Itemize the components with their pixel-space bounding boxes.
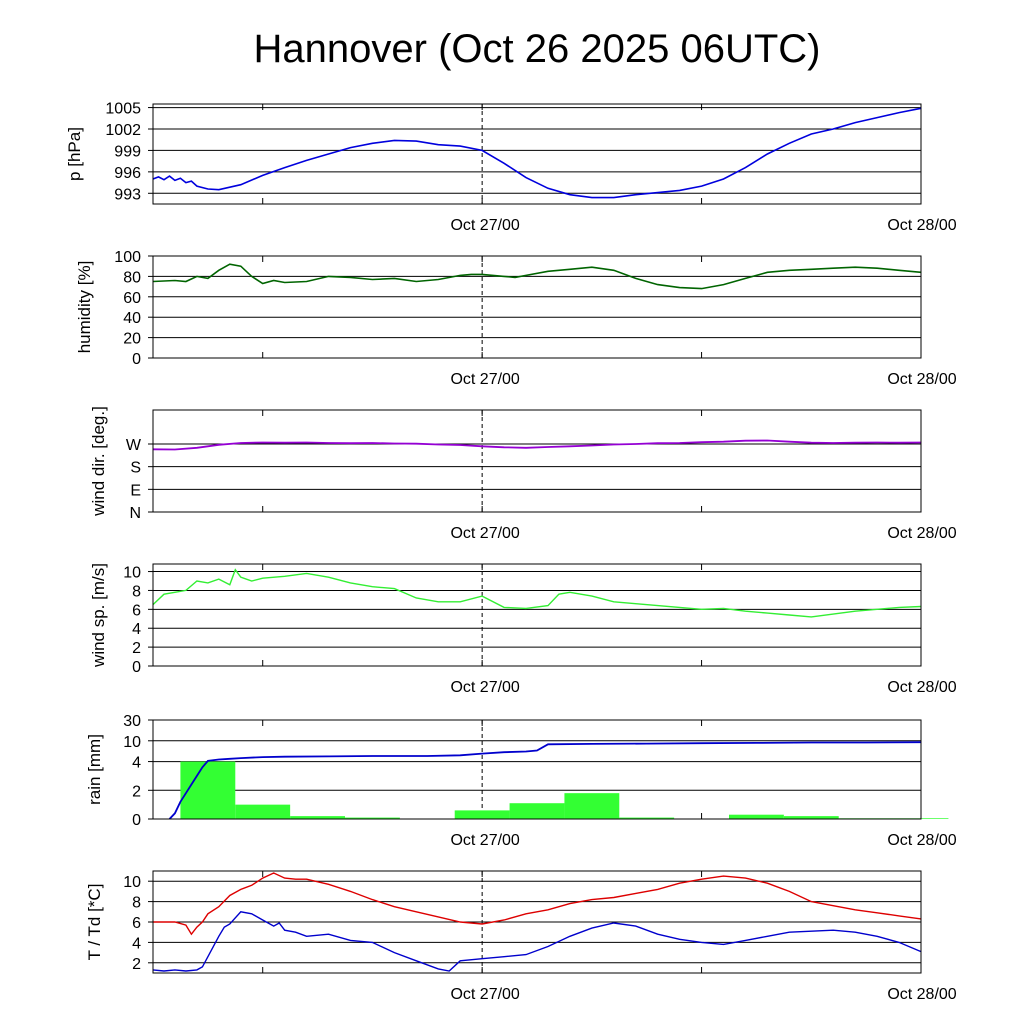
x-tick-label: Oct 28/00 bbox=[887, 832, 956, 849]
y-tick-label: 4 bbox=[132, 755, 141, 772]
y-tick-label: 10 bbox=[123, 874, 141, 891]
y-axis-label: rain [mm] bbox=[85, 734, 104, 805]
rain-bar bbox=[290, 816, 345, 819]
y-tick-label: S bbox=[130, 460, 141, 477]
rain-bar bbox=[509, 803, 565, 819]
plot-frame bbox=[152, 563, 922, 667]
x-tick-label: Oct 27/00 bbox=[450, 679, 519, 696]
plot-frame bbox=[152, 255, 922, 359]
y-axis-label: T / Td [*C] bbox=[85, 884, 104, 961]
plot-frame bbox=[152, 719, 922, 820]
panel-4: 0 2 4 10 30 Oct 27/00 Oct 28/00 rain [mm] bbox=[85, 713, 957, 849]
y-tick-label: 8 bbox=[132, 583, 141, 600]
y-tick-label: 4 bbox=[132, 621, 141, 638]
y-tick-label: 0 bbox=[132, 812, 141, 829]
plot-frame bbox=[152, 103, 922, 205]
y-tick-label: 993 bbox=[114, 186, 141, 203]
y-tick-label: 10 bbox=[123, 734, 141, 751]
y-tick-label: 100 bbox=[114, 249, 141, 266]
y-axis-label: wind sp. [m/s] bbox=[89, 563, 108, 668]
y-tick-label: 999 bbox=[114, 143, 141, 160]
rain-bar bbox=[619, 817, 675, 819]
panel-3: 0 2 4 6 810 Oct 27/00 Oct 28/00 wind sp. [m/s] bbox=[89, 563, 957, 696]
x-tick-label: Oct 27/00 bbox=[450, 832, 519, 849]
x-tick-label: Oct 28/00 bbox=[887, 371, 956, 388]
chart-title: Hannover (Oct 26 2025 06UTC) bbox=[254, 27, 821, 71]
plot-frame bbox=[152, 409, 922, 513]
y-tick-label: 1002 bbox=[105, 122, 141, 139]
y-tick-label: W bbox=[126, 437, 142, 454]
panel-0: 993 996 999 1002 1005 Oct 27/00 Oct 28/00 p [hP… bbox=[65, 101, 957, 234]
y-tick-label: 6 bbox=[132, 602, 141, 619]
rain-bar bbox=[180, 761, 236, 819]
x-tick-label: Oct 27/00 bbox=[450, 986, 519, 1003]
temperature-line bbox=[153, 872, 922, 936]
y-tick-label: 0 bbox=[132, 351, 141, 368]
y-tick-label: N bbox=[129, 505, 141, 522]
y-tick-label: 80 bbox=[123, 269, 141, 286]
y-tick-label: 2 bbox=[132, 956, 141, 973]
x-tick-label: Oct 28/00 bbox=[887, 986, 956, 1003]
panel-5: 2 4 6 8 10 Oct 27/00 Oct 28/00 T / Td [*C] bbox=[85, 870, 957, 1003]
y-axis-label: p [hPa] bbox=[65, 127, 84, 181]
y-tick-label: 0 bbox=[132, 659, 141, 676]
cumulative-rain-line bbox=[168, 741, 922, 820]
rain-bar bbox=[454, 810, 510, 819]
x-tick-label: Oct 27/00 bbox=[450, 371, 519, 388]
pressure-line bbox=[152, 107, 922, 199]
y-tick-label: 10 bbox=[123, 565, 141, 582]
plot-frame bbox=[152, 870, 922, 974]
y-tick-label: 1005 bbox=[105, 101, 141, 118]
y-tick-label: 60 bbox=[123, 290, 141, 307]
x-tick-label: Oct 28/00 bbox=[887, 217, 956, 234]
y-tick-label: 40 bbox=[123, 310, 141, 327]
y-tick-label: 2 bbox=[132, 783, 141, 800]
rain-bar bbox=[235, 804, 291, 819]
rain-bar bbox=[729, 814, 784, 819]
y-tick-label: 996 bbox=[114, 165, 141, 182]
x-tick-label: Oct 28/00 bbox=[887, 525, 956, 542]
y-tick-label: E bbox=[130, 482, 141, 499]
y-tick-label: 20 bbox=[123, 331, 141, 348]
x-tick-label: Oct 27/00 bbox=[450, 217, 519, 234]
rain-bar bbox=[345, 817, 400, 819]
wind-direction-line bbox=[152, 439, 922, 451]
y-axis-label: wind dir. [deg.] bbox=[89, 406, 108, 517]
dewpoint-line bbox=[152, 911, 922, 972]
panel-1: 0 20 40 60 80 100 Oct 27/00 Oct 28/00 humidity [… bbox=[75, 249, 957, 388]
y-tick-label: 4 bbox=[132, 935, 141, 952]
humidity-line bbox=[152, 263, 922, 290]
wind-speed-line bbox=[152, 568, 922, 618]
rain-bar bbox=[564, 793, 620, 819]
x-tick-label: Oct 28/00 bbox=[887, 679, 956, 696]
y-axis-label: humidity [%] bbox=[75, 261, 94, 354]
x-tick-label: Oct 27/00 bbox=[450, 525, 519, 542]
rain-bar bbox=[783, 816, 839, 819]
y-tick-label: 30 bbox=[123, 713, 141, 730]
y-tick-label: 6 bbox=[132, 915, 141, 932]
y-tick-label: 8 bbox=[132, 895, 141, 912]
y-tick-label: 2 bbox=[132, 640, 141, 657]
